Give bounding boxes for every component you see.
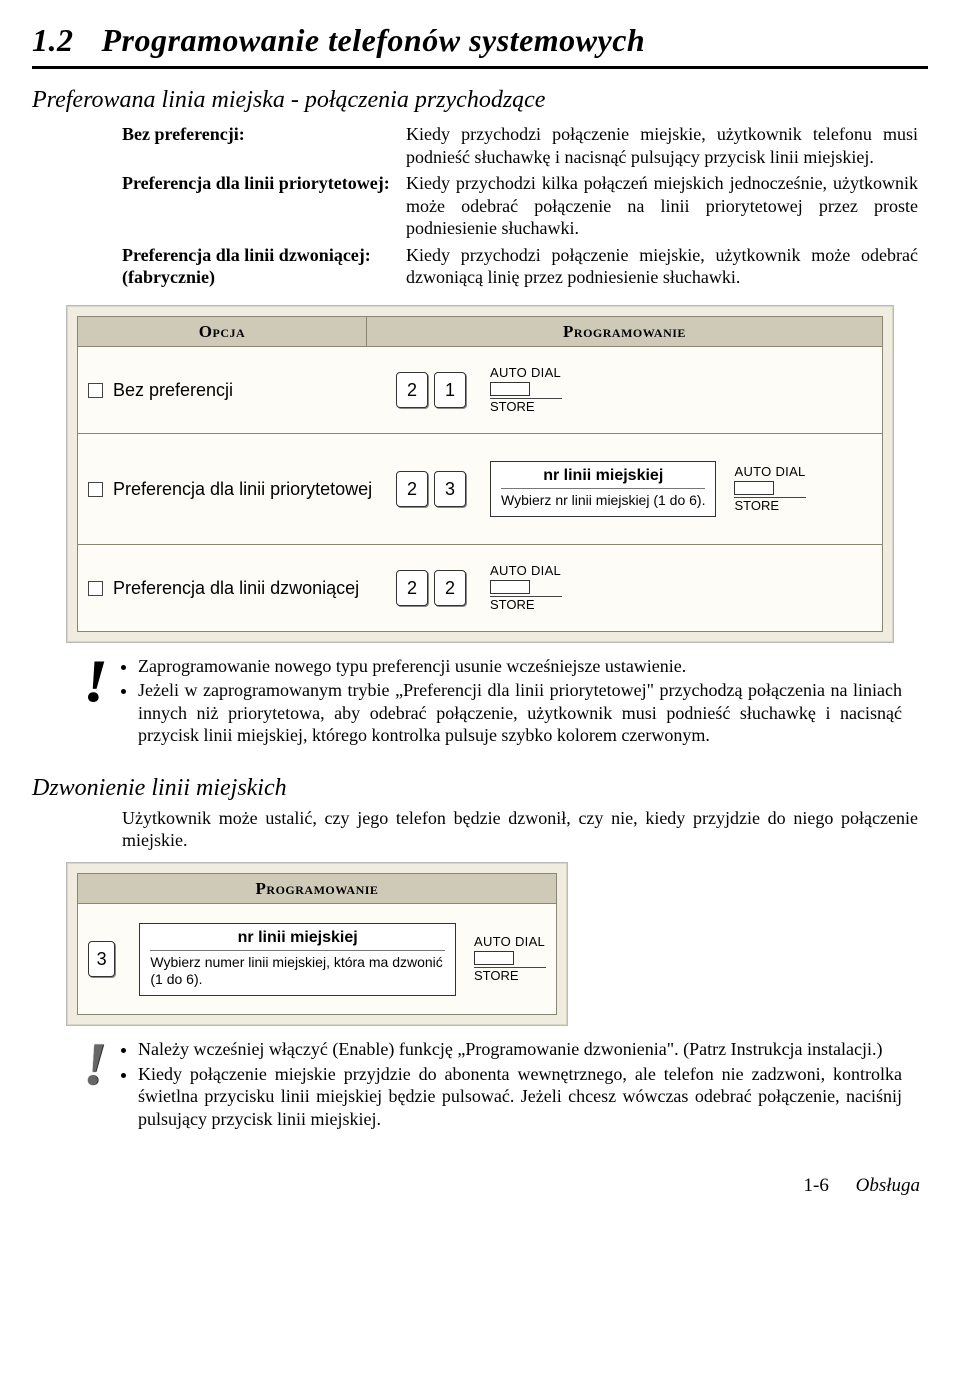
table-header-left: Opcja [77, 316, 367, 347]
checkbox-icon [88, 482, 103, 497]
options-table: Opcja Programowanie Bez preferencji 2 1 … [66, 305, 894, 643]
autodial-store-icon: AUTO DIAL STORE [734, 465, 806, 512]
body-text: Użytkownik może ustalić, czy jego telefo… [122, 807, 918, 852]
def-term: Preferencja dla linii dzwoniącej: (fabry… [122, 244, 406, 289]
note-item: Kiedy połączenie miejskie przyjdzie do a… [138, 1063, 902, 1131]
table-header-right: Programowanie [367, 316, 883, 347]
keycap: 2 [396, 570, 428, 606]
keypad-sequence: 2 1 [396, 372, 472, 408]
keycap: 2 [396, 372, 428, 408]
section-number: 1.2 [32, 22, 74, 58]
def-desc: Kiedy przychodzi połączenie miejskie, uż… [406, 123, 918, 168]
page-title: 1.2 Programowanie telefonów systemowych [32, 20, 928, 69]
def-desc: Kiedy przychodzi kilka połączeń miejskic… [406, 172, 918, 240]
keycap: 3 [88, 941, 115, 977]
table-row: Preferencja dla linii dzwoniącej 2 2 AUT… [78, 544, 882, 631]
autodial-store-icon: AUTO DIAL STORE [474, 935, 546, 982]
option-label: Preferencja dla linii priorytetowej [113, 478, 372, 501]
keypad-sequence: 2 2 [396, 570, 472, 606]
option-label: Preferencja dla linii dzwoniącej [113, 577, 359, 600]
important-note: ! Należy wcześniej włączyć (Enable) funk… [72, 1036, 908, 1132]
table-row: Preferencja dla linii priorytetowej 2 3 … [78, 433, 882, 544]
definitions: Bez preferencji: Kiedy przychodzi połącz… [122, 123, 918, 289]
section-title: Programowanie telefonów systemowych [102, 22, 646, 58]
programming-table: Programowanie 3 nr linii miejskiej Wybie… [66, 862, 568, 1026]
table-row: 3 nr linii miejskiej Wybierz numer linii… [78, 904, 556, 1014]
note-item: Jeżeli w zaprogramowanym trybie „Prefere… [138, 679, 902, 747]
subtitle: Dzwonienie linii miejskich [32, 773, 928, 803]
important-note: ! Zaprogramowanie nowego typu preferencj… [72, 653, 908, 749]
def-term: Bez preferencji: [122, 123, 406, 168]
exclamation-icon: ! [72, 659, 118, 749]
page-footer: 1-6 Obsługa [32, 1174, 928, 1198]
def-term: Preferencja dla linii priorytetowej: [122, 172, 406, 240]
note-item: Zaprogramowanie nowego typu preferencji … [138, 655, 902, 678]
table-row: Bez preferencji 2 1 AUTO DIAL STORE [78, 347, 882, 433]
keycap: 3 [434, 471, 466, 507]
line-number-info: nr linii miejskiej Wybierz nr linii miej… [490, 461, 716, 517]
footer-label: Obsługa [856, 1175, 920, 1196]
keypad-sequence: 2 3 [396, 471, 472, 507]
note-item: Należy wcześniej włączyć (Enable) funkcj… [138, 1038, 902, 1061]
autodial-store-icon: AUTO DIAL STORE [490, 564, 562, 611]
exclamation-icon: ! [72, 1042, 118, 1132]
page-number: 1-6 [804, 1175, 829, 1196]
line-number-info: nr linii miejskiej Wybierz numer linii m… [139, 923, 456, 996]
checkbox-icon [88, 581, 103, 596]
option-label: Bez preferencji [113, 379, 233, 402]
checkbox-icon [88, 383, 103, 398]
subtitle: Preferowana linia miejska - połączenia p… [32, 85, 928, 115]
table-header: Programowanie [77, 873, 557, 904]
def-desc: Kiedy przychodzi połączenie miejskie, uż… [406, 244, 918, 289]
keycap: 1 [434, 372, 466, 408]
keycap: 2 [396, 471, 428, 507]
autodial-store-icon: AUTO DIAL STORE [490, 366, 562, 413]
keycap: 2 [434, 570, 466, 606]
